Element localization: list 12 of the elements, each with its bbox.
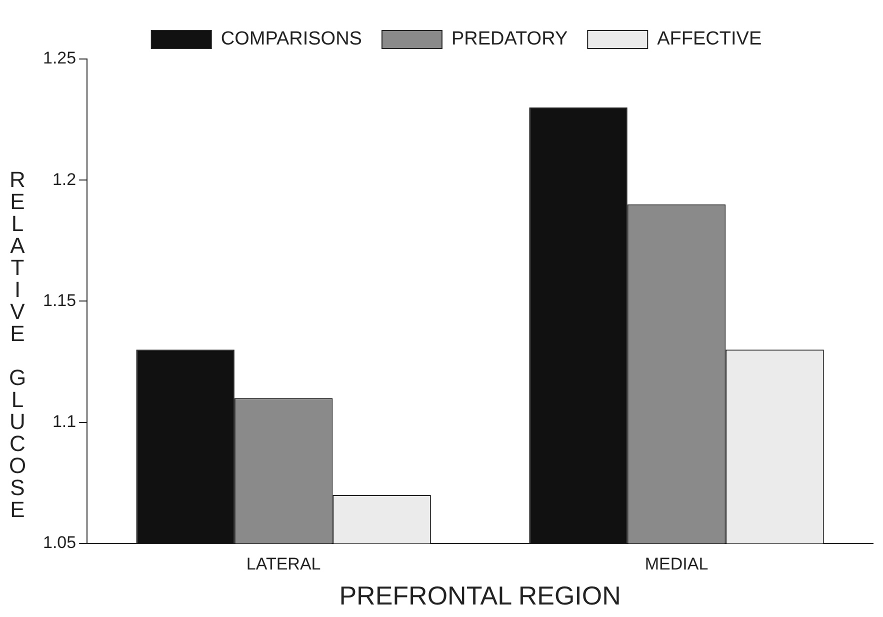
y-tick-label: 1.05	[42, 533, 76, 552]
legend-label: PREDATORY	[451, 28, 568, 50]
x-tick-label: MEDIAL	[644, 554, 708, 574]
x-axis-title: PREFRONTAL REGION	[339, 580, 621, 611]
y-tick-label: 1.1	[52, 412, 76, 431]
x-tick-label: LATERAL	[246, 554, 321, 574]
y-axis-title: RELATIVE GLUCOSE	[4, 166, 30, 521]
legend-label: COMPARISONS	[220, 28, 362, 50]
y-tick-label: 1.2	[52, 170, 76, 189]
y-tick-label: 1.15	[42, 290, 76, 310]
y-tick-label: 1.25	[42, 48, 76, 68]
legend-label: AFFECTIVE	[657, 28, 762, 50]
